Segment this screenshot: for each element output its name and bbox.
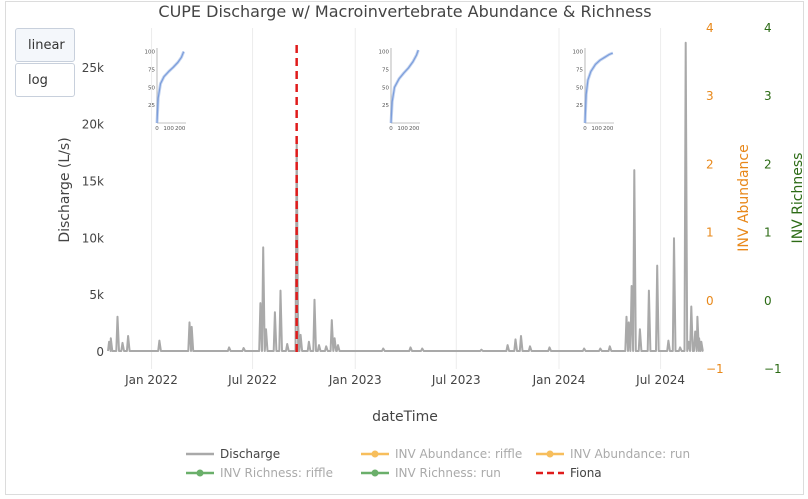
- log-scale-button[interactable]: log: [15, 63, 75, 97]
- chart-frame: [5, 1, 804, 495]
- linear-scale-button[interactable]: linear: [15, 28, 75, 62]
